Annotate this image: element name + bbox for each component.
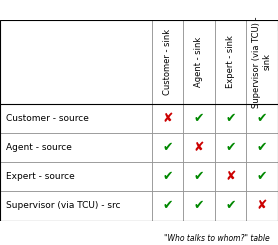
Text: "Who talks to whom?" table: "Who talks to whom?" table [164, 233, 270, 243]
Text: Agent - source: Agent - source [6, 143, 72, 152]
Text: ✘: ✘ [225, 170, 236, 183]
Bar [215, 104, 246, 133]
Text: ✔: ✔ [162, 170, 173, 183]
Bar [215, 133, 246, 162]
Bar [152, 191, 183, 220]
Bar [0, 191, 152, 220]
Bar [183, 20, 215, 104]
Text: ✔: ✔ [225, 141, 236, 154]
Text: Expert - sink: Expert - sink [226, 35, 235, 88]
Text: Agent - sink: Agent - sink [194, 37, 203, 87]
Bar [246, 191, 278, 220]
Bar [215, 20, 246, 104]
Bar [0, 20, 152, 104]
Text: ✔: ✔ [257, 141, 267, 154]
Bar [183, 133, 215, 162]
Bar [215, 191, 246, 220]
Bar [0, 104, 152, 133]
Bar [215, 162, 246, 191]
Bar [246, 133, 278, 162]
Text: ✔: ✔ [194, 170, 204, 183]
Text: ✘: ✘ [194, 141, 204, 154]
Bar [152, 104, 183, 133]
Text: Supervisor (via TCU) -
sink: Supervisor (via TCU) - sink [252, 16, 272, 108]
Text: ✔: ✔ [225, 112, 236, 125]
Bar [246, 104, 278, 133]
Text: Supervisor (via TCU) - src: Supervisor (via TCU) - src [6, 201, 121, 210]
Bar [246, 162, 278, 191]
Bar [152, 20, 183, 104]
Bar [183, 191, 215, 220]
Text: ✔: ✔ [162, 199, 173, 212]
Text: ✔: ✔ [194, 199, 204, 212]
Text: ✔: ✔ [257, 112, 267, 125]
Text: ✔: ✔ [225, 199, 236, 212]
Text: ✔: ✔ [257, 170, 267, 183]
Bar [0, 133, 152, 162]
Text: ✘: ✘ [162, 112, 173, 125]
Text: Customer - source: Customer - source [6, 114, 89, 123]
Bar [152, 133, 183, 162]
Text: Customer - sink: Customer - sink [163, 29, 172, 95]
Bar [246, 20, 278, 104]
Bar [152, 162, 183, 191]
Text: Expert - source: Expert - source [6, 172, 75, 181]
Text: ✘: ✘ [257, 199, 267, 212]
Text: ✔: ✔ [194, 112, 204, 125]
Bar [183, 162, 215, 191]
Bar [0, 162, 152, 191]
Bar [183, 104, 215, 133]
Text: ✔: ✔ [162, 141, 173, 154]
